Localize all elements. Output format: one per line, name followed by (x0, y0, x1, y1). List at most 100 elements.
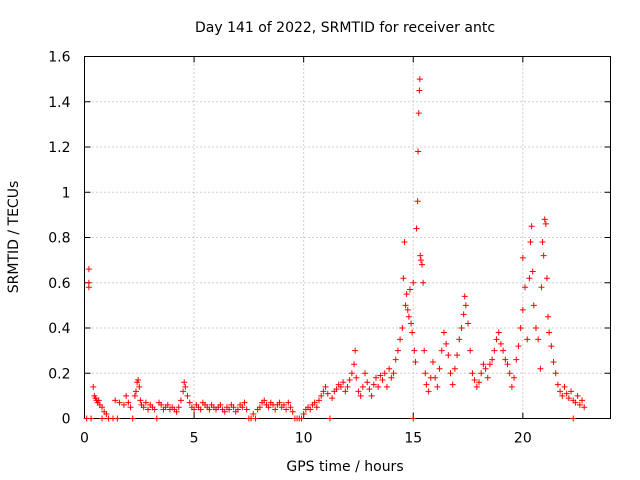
data-point (491, 347, 498, 354)
data-point (554, 381, 561, 388)
data-point (153, 415, 160, 422)
data-point (497, 340, 504, 347)
data-point (447, 370, 454, 377)
data-point (355, 388, 362, 395)
data-point (400, 275, 407, 282)
data-point (287, 404, 294, 411)
data-point (112, 397, 119, 404)
data-point (226, 406, 233, 413)
data-point (90, 383, 97, 390)
data-point (559, 392, 566, 399)
data-point (579, 397, 586, 404)
data-point (127, 404, 134, 411)
data-point (519, 254, 526, 261)
data-point (322, 383, 329, 390)
data-point (480, 361, 487, 368)
data-point (484, 374, 491, 381)
data-point (401, 239, 408, 246)
data-point (221, 408, 228, 415)
data-point (548, 343, 555, 350)
data-point (241, 399, 248, 406)
data-point (116, 399, 123, 406)
data-point (103, 410, 110, 417)
data-point (375, 383, 382, 390)
data-point (289, 408, 296, 415)
data-point (137, 397, 144, 404)
data-point (256, 404, 263, 411)
data-point (353, 374, 360, 381)
data-point (563, 390, 570, 397)
data-point (133, 388, 140, 395)
data-point (568, 388, 575, 395)
data-point (88, 415, 95, 422)
data-point (511, 374, 518, 381)
data-point (182, 383, 189, 390)
data-point (409, 329, 416, 336)
data-point (478, 370, 485, 377)
data-point (429, 358, 436, 365)
data-point (191, 406, 198, 413)
data-point (307, 406, 314, 413)
data-point (95, 397, 102, 404)
data-point (197, 406, 204, 413)
data-point (572, 399, 579, 406)
data-point (386, 365, 393, 372)
plot-frame (84, 56, 611, 419)
data-point (412, 358, 419, 365)
y-tick-label: 0.6 (48, 276, 70, 292)
data-point (417, 257, 424, 264)
data-point (421, 347, 428, 354)
data-point (537, 365, 544, 372)
data-point (186, 399, 193, 406)
data-point (359, 383, 366, 390)
data-point (234, 406, 241, 413)
data-point (529, 268, 536, 275)
y-tick-label: 1.6 (48, 50, 70, 66)
data-point (99, 415, 106, 422)
data-point (348, 370, 355, 377)
data-point (535, 336, 542, 343)
data-point (280, 401, 287, 408)
data-point (243, 406, 250, 413)
data-point (542, 220, 549, 227)
data-point (337, 383, 344, 390)
data-point (402, 302, 409, 309)
x-tick-label: 10 (295, 431, 313, 447)
data-point (250, 410, 257, 417)
x-axis-label: GPS time / hours (286, 459, 403, 475)
data-point (515, 343, 522, 350)
data-point (532, 325, 539, 331)
data-point (403, 291, 410, 298)
data-point (158, 401, 165, 408)
data-point (565, 395, 572, 402)
data-point (416, 87, 423, 94)
data-point (175, 404, 182, 411)
x-tick-label: 15 (404, 431, 422, 447)
data-point (364, 379, 371, 386)
data-point (318, 392, 325, 399)
data-point (320, 388, 327, 395)
data-point (394, 347, 401, 354)
data-point (142, 399, 149, 406)
data-point (473, 383, 480, 390)
data-point (252, 415, 259, 422)
data-point (423, 381, 430, 388)
data-point (140, 404, 147, 411)
data-point (467, 347, 474, 354)
data-point (406, 286, 413, 293)
data-point (528, 223, 535, 230)
data-point (344, 383, 351, 390)
data-point (173, 408, 180, 415)
y-tick-label: 1 (62, 185, 71, 201)
data-point (377, 372, 384, 379)
data-point (471, 377, 478, 384)
data-point (383, 383, 390, 390)
data-point (184, 392, 191, 399)
data-point (415, 148, 422, 155)
data-point (311, 399, 318, 406)
data-point (388, 374, 395, 381)
x-tick-labels: 0 5 10 15 20 (80, 431, 532, 447)
data-point (261, 397, 268, 404)
data-point (366, 386, 373, 393)
